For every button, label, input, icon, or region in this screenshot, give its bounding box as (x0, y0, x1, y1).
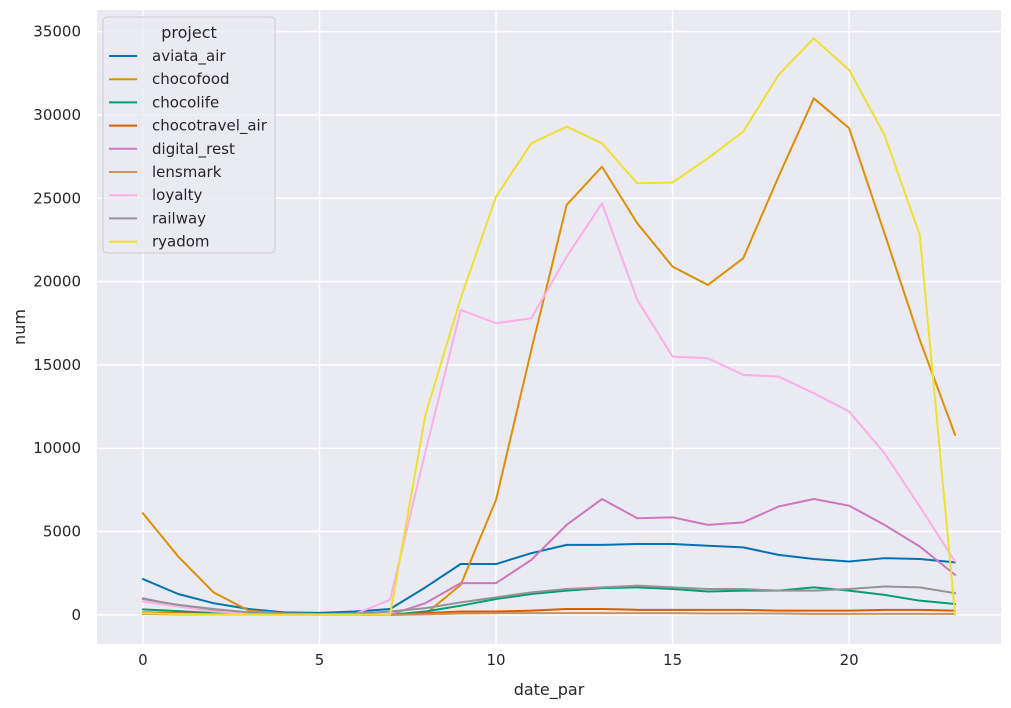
x-tick-label: 10 (486, 651, 505, 669)
legend: project aviata_air chocofood chocolife choc… (102, 16, 276, 254)
y-tick-label: 30000 (33, 106, 81, 124)
y-tick-label: 20000 (33, 273, 81, 291)
legend-label: chocofood (152, 70, 230, 88)
legend-label: chocolife (152, 93, 219, 111)
y-tick-label: 35000 (33, 23, 81, 41)
series-line-railway (141, 584, 957, 616)
y-tick-labels: 0 5000 10000 15000 20000 25000 30000 35000 (33, 23, 81, 624)
x-tick-label: 5 (315, 651, 325, 669)
legend-label: loyalty (152, 186, 202, 204)
legend-title: project (161, 23, 217, 42)
legend-label: chocotravel_air (152, 117, 268, 136)
legend-label: railway (152, 209, 206, 227)
y-tick-label: 25000 (33, 189, 81, 207)
y-tick-label: 15000 (33, 356, 81, 374)
x-tick-label: 0 (138, 651, 148, 669)
y-tick-label: 10000 (33, 439, 81, 457)
legend-label: digital_rest (152, 140, 235, 159)
legend-label: lensmark (152, 163, 222, 181)
legend-items: aviata_air chocofood chocolife chocotravel_… (109, 47, 268, 251)
series-lines (141, 37, 957, 616)
series-line-aviata-air (141, 543, 957, 614)
series-line-ryadom (141, 37, 957, 616)
y-axis-label: num (10, 309, 29, 345)
y-tick-label: 0 (71, 606, 81, 624)
y-tick-label: 5000 (43, 523, 81, 541)
x-tick-label: 20 (840, 651, 859, 669)
x-tick-labels: 0 5 10 15 20 (138, 651, 859, 669)
legend-box (102, 16, 276, 254)
x-tick-label: 15 (663, 651, 682, 669)
legend-label: ryadom (152, 233, 210, 251)
x-axis-label: date_par (514, 680, 585, 700)
legend-label: aviata_air (152, 47, 226, 66)
